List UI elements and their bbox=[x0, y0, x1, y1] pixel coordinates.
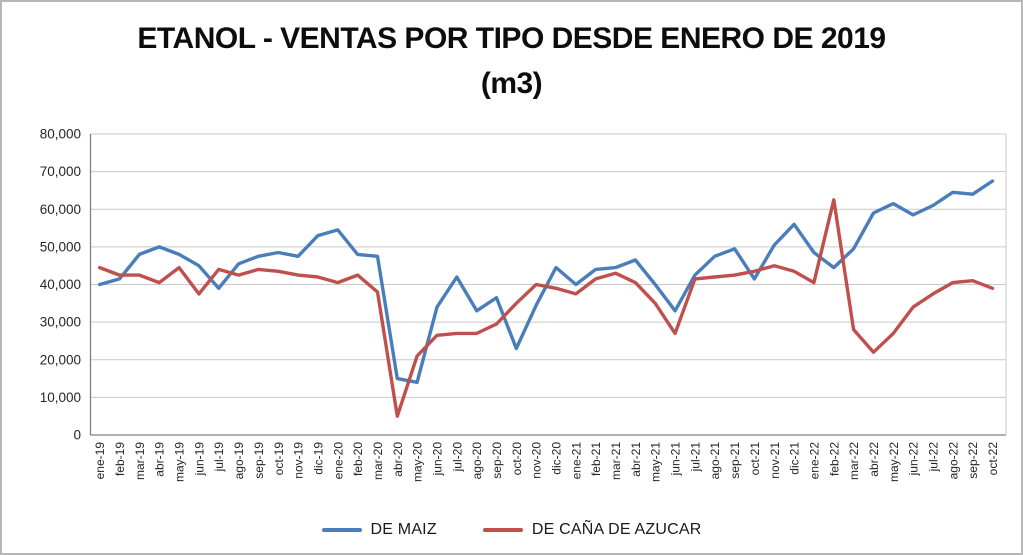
svg-text:jul-19: jul-19 bbox=[212, 442, 226, 473]
svg-text:jul-22: jul-22 bbox=[926, 442, 940, 473]
svg-text:dic-20: dic-20 bbox=[550, 442, 564, 475]
svg-text:jun-20: jun-20 bbox=[430, 442, 444, 477]
svg-text:sep-22: sep-22 bbox=[966, 442, 980, 479]
svg-text:nov-20: nov-20 bbox=[530, 442, 544, 479]
svg-text:ago-20: ago-20 bbox=[470, 442, 484, 480]
svg-text:oct-20: oct-20 bbox=[510, 442, 524, 476]
svg-text:sep-20: sep-20 bbox=[490, 442, 504, 479]
svg-text:10,000: 10,000 bbox=[40, 390, 81, 405]
svg-text:jun-19: jun-19 bbox=[192, 442, 206, 477]
legend-label-de-cana-de-azucar: DE CAÑA DE AZUCAR bbox=[531, 521, 702, 538]
line-swatch-de-cana-de-azucar bbox=[482, 528, 523, 532]
svg-text:ago-21: ago-21 bbox=[708, 442, 722, 480]
series-line-de-ca-a-de-azucar bbox=[97, 198, 995, 418]
legend-item-de-maiz: DE MAIZ bbox=[321, 521, 437, 539]
svg-text:dic-21: dic-21 bbox=[788, 442, 802, 475]
x-axis-labels: ene-19 feb-19 mar-19 abr-19 may-19 jun-19 jul-… bbox=[93, 442, 1000, 482]
svg-text:ene-19: ene-19 bbox=[93, 442, 107, 480]
svg-text:oct-21: oct-21 bbox=[748, 442, 762, 476]
svg-text:may-19: may-19 bbox=[173, 442, 187, 482]
chart-title: ETANOL - VENTAS POR TIPO DESDE ENERO DE … bbox=[137, 22, 886, 55]
chart-subtitle: (m3) bbox=[480, 67, 543, 100]
svg-text:abr-21: abr-21 bbox=[629, 442, 643, 477]
y-axis-labels: 0 10,000 20,000 30,000 40,000 50,000 60,000 70,… bbox=[40, 127, 81, 443]
svg-text:mar-22: mar-22 bbox=[847, 442, 861, 480]
svg-text:mar-21: mar-21 bbox=[609, 442, 623, 480]
svg-text:nov-21: nov-21 bbox=[768, 442, 782, 479]
svg-text:feb-21: feb-21 bbox=[589, 442, 603, 476]
svg-text:abr-20: abr-20 bbox=[391, 442, 405, 477]
svg-text:feb-22: feb-22 bbox=[827, 442, 841, 476]
svg-text:jul-21: jul-21 bbox=[688, 442, 702, 473]
svg-text:30,000: 30,000 bbox=[40, 315, 81, 330]
svg-text:jun-21: jun-21 bbox=[669, 442, 683, 477]
svg-text:mar-20: mar-20 bbox=[371, 442, 385, 480]
svg-text:ago-22: ago-22 bbox=[946, 442, 960, 480]
svg-text:40,000: 40,000 bbox=[40, 277, 81, 292]
svg-text:may-22: may-22 bbox=[887, 442, 901, 482]
svg-text:20,000: 20,000 bbox=[40, 352, 81, 367]
svg-text:ene-21: ene-21 bbox=[569, 442, 583, 480]
legend-label-de-maiz: DE MAIZ bbox=[370, 521, 437, 538]
svg-text:50,000: 50,000 bbox=[40, 239, 81, 254]
svg-text:feb-20: feb-20 bbox=[351, 442, 365, 476]
svg-text:0: 0 bbox=[73, 428, 81, 443]
legend: DE MAIZ DE CAÑA DE AZUCAR bbox=[2, 521, 1021, 539]
line-swatch-de-maiz bbox=[321, 528, 362, 532]
svg-text:oct-22: oct-22 bbox=[986, 442, 1000, 476]
svg-text:dic-19: dic-19 bbox=[311, 442, 325, 475]
svg-text:oct-19: oct-19 bbox=[272, 442, 286, 476]
svg-text:ene-20: ene-20 bbox=[331, 442, 345, 480]
svg-text:80,000: 80,000 bbox=[40, 127, 81, 142]
svg-text:abr-22: abr-22 bbox=[867, 442, 881, 477]
svg-text:nov-19: nov-19 bbox=[292, 442, 306, 479]
svg-text:60,000: 60,000 bbox=[40, 202, 81, 217]
svg-text:abr-19: abr-19 bbox=[153, 442, 167, 477]
svg-text:jul-20: jul-20 bbox=[450, 442, 464, 473]
svg-text:ago-19: ago-19 bbox=[232, 442, 246, 480]
svg-text:feb-19: feb-19 bbox=[113, 442, 127, 476]
svg-text:may-20: may-20 bbox=[411, 442, 425, 482]
svg-text:ene-22: ene-22 bbox=[807, 442, 821, 480]
svg-text:may-21: may-21 bbox=[649, 442, 663, 482]
legend-item-de-cana-de-azucar: DE CAÑA DE AZUCAR bbox=[482, 521, 702, 539]
chart-title-block: ETANOL - VENTAS POR TIPO DESDE ENERO DE … bbox=[2, 16, 1021, 106]
svg-text:jun-22: jun-22 bbox=[907, 442, 921, 477]
series-line-de-maiz bbox=[97, 179, 995, 384]
svg-text:mar-19: mar-19 bbox=[133, 442, 147, 480]
svg-text:sep-19: sep-19 bbox=[252, 442, 266, 479]
svg-text:70,000: 70,000 bbox=[40, 164, 81, 179]
svg-text:sep-21: sep-21 bbox=[728, 442, 742, 479]
